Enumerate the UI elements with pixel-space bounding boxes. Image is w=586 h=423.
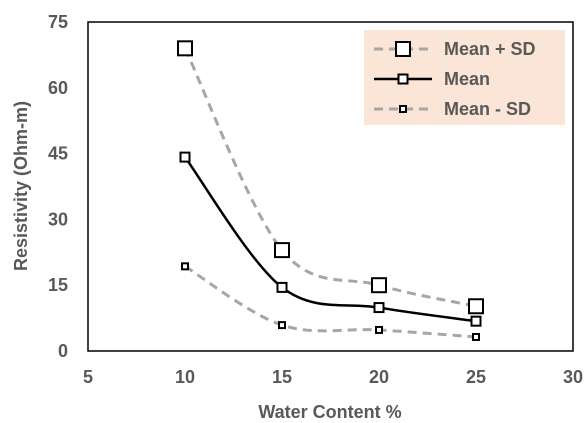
data-point-mean-sd [274,242,290,259]
data-point-mean-sd [375,325,383,334]
data-point-mean [276,281,288,293]
series-mean [179,151,482,327]
data-point-mean-sd [371,277,387,294]
legend-marker-mean-sd [399,105,407,113]
data-point-mean [179,151,191,163]
y-tick-label: 15 [48,275,68,295]
legend-marker-mean [397,73,409,85]
data-point-mean [470,315,482,327]
tick-layer: 5 10 15 20 25 30 0 15 30 45 60 75 [48,12,583,387]
series-line-mean-sd [184,265,477,339]
legend-marker-mean-sd [395,41,411,57]
y-tick-label: 75 [48,12,68,32]
data-point-mean-sd [472,332,480,341]
legend-items: Mean + SD Mean Mean - SD [374,39,536,119]
data-point-mean [373,302,385,314]
legend-item-mean-sd: Mean - SD [374,99,531,119]
series-line-mean [183,156,477,323]
legend-item-mean: Mean [374,69,490,89]
legend-label: Mean + SD [444,39,536,59]
y-axis-title: Resistivity (Ohm-m) [11,101,31,271]
legend-item-mean-sd: Mean + SD [374,39,536,59]
data-point-mean-sd [177,40,193,57]
y-tick-label: 45 [48,144,68,164]
x-tick-label: 10 [175,367,195,387]
data-point-mean-sd [468,298,484,315]
x-tick-label: 5 [83,367,93,387]
x-axis-title: Water Content % [258,402,401,422]
x-tick-label: 25 [466,367,486,387]
x-tick-label: 15 [272,367,292,387]
series-layer [177,40,484,341]
legend-label: Mean - SD [444,99,531,119]
series-line-mean-sd [183,47,477,308]
legend: Mean + SD Mean Mean - SD [364,30,565,125]
series-mean-sd [177,40,484,315]
data-point-mean-sd [278,321,286,330]
x-tick-label: 20 [369,367,389,387]
data-point-mean-sd [181,262,189,271]
y-tick-label: 60 [48,78,68,98]
x-tick-label: 30 [563,367,583,387]
y-tick-label: 30 [48,209,68,229]
series-mean-sd [181,262,480,341]
legend-label: Mean [444,69,490,89]
y-tick-label: 0 [58,341,68,361]
